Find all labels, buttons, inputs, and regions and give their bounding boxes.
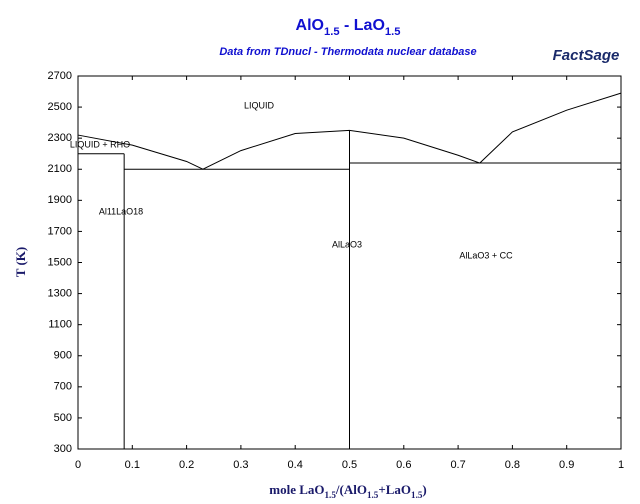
phase-label: Al11LaO18 [99,206,143,216]
y-tick-label: 500 [54,412,72,424]
phase-label: LIQUID + RHO [70,139,130,149]
x-axis-label: mole LaO1.5/(AlO1.5+LaO1.5) [269,482,426,500]
x-tick-label: 0.9 [559,459,574,471]
y-tick-label: 700 [54,381,72,393]
x-tick-label: 0.5 [342,459,357,471]
x-tick-label: 0.1 [125,459,140,471]
chart-title: AlO1.5 - LaO1.5 [296,17,401,38]
x-tick-label: 0.2 [179,459,194,471]
x-tick-label: 0.6 [396,459,411,471]
x-tick-label: 0.7 [450,459,465,471]
y-tick-label: 1300 [48,287,72,299]
x-tick-label: 0.3 [233,459,248,471]
phase-label: LIQUID [244,100,275,110]
y-tick-label: 1700 [48,225,72,237]
y-tick-label: 1500 [48,256,72,268]
phase-label: AlLaO3 + CC [459,250,513,260]
y-tick-label: 900 [54,350,72,362]
y-tick-label: 2300 [48,132,72,144]
y-tick-label: 1100 [48,319,72,331]
y-axis-label: T (K) [13,247,28,277]
y-tick-label: 2500 [48,101,72,113]
x-tick-label: 0.8 [505,459,520,471]
phase-label: AlLaO3 [332,239,362,249]
logo: FactSage [553,47,620,64]
x-tick-label: 0.4 [288,459,303,471]
y-tick-label: 1900 [48,194,72,206]
y-tick-label: 2700 [48,70,72,82]
y-tick-label: 300 [54,443,72,455]
x-tick-label: 0 [75,459,81,471]
x-tick-label: 1 [618,459,624,471]
chart-subtitle: Data from TDnucl - Thermodata nuclear da… [219,46,476,58]
y-tick-label: 2100 [48,163,72,175]
